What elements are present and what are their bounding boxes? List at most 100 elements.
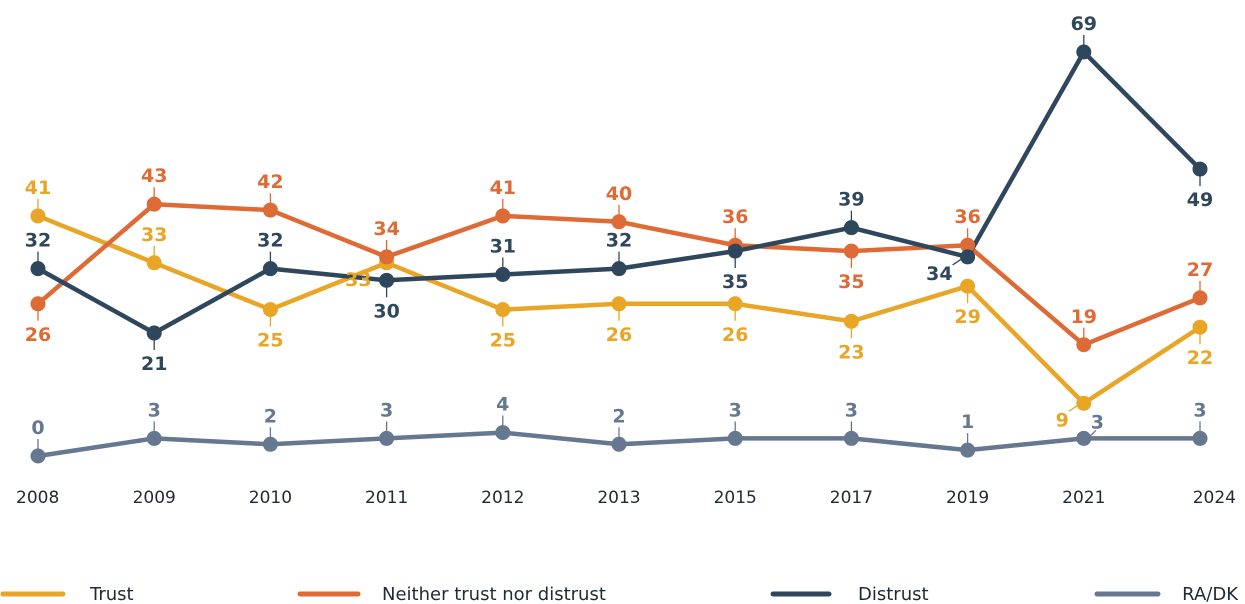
- data-point-ra-dk-2009: [146, 430, 162, 446]
- data-point-trust-2008: [30, 208, 46, 224]
- x-tick-label-2011: 2011: [365, 488, 408, 508]
- legend-label-neither-trust-nor-distrust: Neither trust nor distrust: [382, 584, 606, 604]
- data-point-ra-dk-2019: [960, 442, 976, 458]
- data-point-neither-trust-nor-distrust-2024: [1192, 290, 1208, 306]
- data-label-neither-trust-nor-distrust-2011: 34: [373, 218, 399, 240]
- data-label-trust-2015: 26: [722, 324, 748, 346]
- label-leader-ra-dk-2021: [1089, 429, 1097, 437]
- x-tick-label-2010: 2010: [249, 488, 292, 508]
- data-point-distrust-2010: [262, 261, 278, 277]
- data-point-distrust-2009: [146, 325, 162, 341]
- x-tick-label-2015: 2015: [714, 488, 757, 508]
- data-point-trust-2019: [960, 278, 976, 294]
- data-point-trust-2010: [262, 302, 278, 318]
- data-label-ra-dk-2011: 3: [380, 399, 393, 421]
- data-point-neither-trust-nor-distrust-2019: [960, 237, 976, 253]
- data-point-distrust-2008: [30, 261, 46, 277]
- x-tick-label-2019: 2019: [946, 488, 989, 508]
- data-point-ra-dk-2010: [262, 436, 278, 452]
- label-leader-lines: [37, 35, 1201, 449]
- data-point-ra-dk-2017: [843, 430, 859, 446]
- data-label-trust-2012: 25: [490, 330, 516, 352]
- data-point-ra-dk-2013: [611, 436, 627, 452]
- data-label-ra-dk-2015: 3: [729, 399, 742, 421]
- data-point-trust-2012: [495, 302, 511, 318]
- data-label-distrust-2011: 30: [373, 300, 399, 322]
- data-label-distrust-2015: 35: [722, 271, 748, 293]
- data-label-neither-trust-nor-distrust-2012: 41: [490, 177, 516, 199]
- data-point-distrust-2013: [611, 261, 627, 277]
- data-label-ra-dk-2024: 3: [1193, 399, 1206, 421]
- data-point-ra-dk-2015: [727, 430, 743, 446]
- data-point-ra-dk-2021: [1076, 430, 1092, 446]
- legend: Trust Neither trust nor distrust Distrust R…: [0, 584, 1239, 604]
- data-label-neither-trust-nor-distrust-2024: 27: [1187, 259, 1213, 281]
- data-label-distrust-2021: 69: [1071, 13, 1097, 35]
- data-label-trust-2021: 9: [1056, 409, 1069, 431]
- data-label-neither-trust-nor-distrust-2019: 36: [954, 206, 980, 228]
- data-point-neither-trust-nor-distrust-2010: [262, 202, 278, 218]
- data-point-trust-2021: [1076, 395, 1092, 411]
- x-tick-label-2024: 2024: [1193, 488, 1236, 508]
- x-axis-tick-labels: 2008 2009 2010 2011 2012 2013 2015 2017 2019 2021…: [16, 488, 1236, 508]
- data-point-distrust-2011: [379, 272, 395, 288]
- data-label-ra-dk-2010: 2: [264, 405, 277, 427]
- data-label-distrust-2009: 21: [141, 353, 167, 375]
- data-label-distrust-2010: 32: [257, 230, 283, 252]
- data-label-trust-2024: 22: [1187, 347, 1213, 369]
- data-label-trust-2008: 41: [25, 177, 51, 199]
- data-label-ra-dk-2019: 1: [961, 411, 974, 433]
- data-label-trust-2013: 26: [606, 324, 632, 346]
- data-point-neither-trust-nor-distrust-2008: [30, 296, 46, 312]
- data-label-neither-trust-nor-distrust-2021: 19: [1071, 306, 1097, 328]
- data-point-trust-2013: [611, 296, 627, 312]
- data-point-trust-2009: [146, 255, 162, 271]
- data-point-distrust-2012: [495, 266, 511, 282]
- x-tick-label-2021: 2021: [1062, 488, 1105, 508]
- label-leader-trust-2011: [371, 264, 381, 272]
- data-label-ra-dk-2008: 0: [31, 417, 44, 439]
- data-point-ra-dk-2024: [1192, 430, 1208, 446]
- data-label-neither-trust-nor-distrust-2017: 35: [838, 271, 864, 293]
- data-label-trust-2009: 33: [141, 224, 167, 246]
- x-tick-label-2009: 2009: [133, 488, 176, 508]
- data-label-neither-trust-nor-distrust-2008: 26: [25, 324, 51, 346]
- data-point-neither-trust-nor-distrust-2021: [1076, 337, 1092, 353]
- data-point-neither-trust-nor-distrust-2013: [611, 214, 627, 230]
- data-point-neither-trust-nor-distrust-2017: [843, 243, 859, 259]
- legend-label-distrust: Distrust: [858, 584, 929, 604]
- x-tick-label-2008: 2008: [16, 488, 59, 508]
- data-label-neither-trust-nor-distrust-2015: 36: [722, 206, 748, 228]
- data-label-distrust-2013: 32: [606, 230, 632, 252]
- data-label-ra-dk-2021: 3: [1091, 411, 1104, 433]
- label-leader-trust-2021: [1068, 404, 1079, 412]
- data-point-neither-trust-nor-distrust-2011: [379, 249, 395, 265]
- data-point-neither-trust-nor-distrust-2012: [495, 208, 511, 224]
- data-point-trust-2015: [727, 296, 743, 312]
- x-tick-label-2012: 2012: [481, 488, 524, 508]
- data-points: [30, 44, 1208, 464]
- data-label-distrust-2024: 49: [1187, 189, 1213, 211]
- data-point-distrust-2021: [1076, 44, 1092, 60]
- data-label-distrust-2008: 32: [25, 230, 51, 252]
- data-point-ra-dk-2012: [495, 425, 511, 441]
- x-tick-label-2013: 2013: [597, 488, 640, 508]
- legend-label-ra-dk: RA/DK: [1182, 584, 1239, 604]
- data-label-trust-2019: 29: [954, 306, 980, 328]
- data-label-trust-2017: 23: [838, 341, 864, 363]
- data-label-ra-dk-2017: 3: [845, 399, 858, 421]
- data-label-ra-dk-2009: 3: [148, 399, 161, 421]
- data-point-trust-2017: [843, 313, 859, 329]
- data-point-distrust-2019: [960, 249, 976, 265]
- x-tick-label-2017: 2017: [830, 488, 873, 508]
- data-point-distrust-2015: [727, 243, 743, 259]
- data-label-distrust-2012: 31: [490, 235, 516, 257]
- data-label-ra-dk-2012: 4: [496, 394, 509, 416]
- label-leader-distrust-2019: [952, 258, 962, 266]
- data-point-neither-trust-nor-distrust-2009: [146, 196, 162, 212]
- data-label-ra-dk-2013: 2: [612, 405, 625, 427]
- data-label-trust-2010: 25: [257, 330, 283, 352]
- data-point-trust-2024: [1192, 319, 1208, 335]
